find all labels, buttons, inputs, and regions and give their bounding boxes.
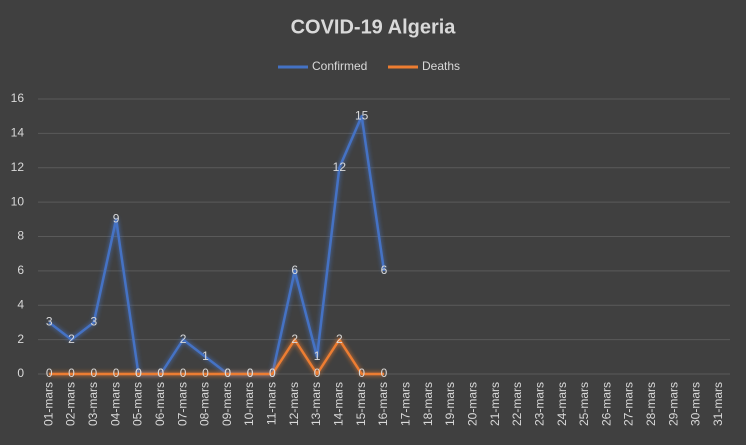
x-tick-label: 23-mars — [532, 382, 546, 426]
x-tick-label: 07-mars — [175, 382, 189, 426]
data-label: 15 — [355, 108, 369, 122]
x-tick-label: 18-mars — [421, 382, 435, 426]
data-label: 0 — [46, 366, 53, 380]
legend-label: Confirmed — [312, 59, 367, 73]
data-label: 0 — [269, 366, 276, 380]
x-tick-label: 26-mars — [599, 382, 613, 426]
y-tick-label: 14 — [11, 126, 25, 140]
data-label: 9 — [113, 211, 120, 225]
data-label: 0 — [314, 366, 321, 380]
data-label: 2 — [68, 332, 75, 346]
x-tick-label: 15-mars — [354, 382, 368, 426]
x-tick-label: 30-mars — [689, 382, 703, 426]
data-label: 0 — [358, 366, 365, 380]
x-tick-label: 19-mars — [443, 382, 457, 426]
data-label: 0 — [247, 366, 254, 380]
y-tick-label: 2 — [17, 332, 24, 346]
x-tick-label: 08-mars — [198, 382, 212, 426]
x-tick-label: 04-mars — [108, 382, 122, 426]
data-label: 3 — [90, 315, 97, 329]
y-tick-label: 6 — [17, 263, 24, 277]
x-tick-label: 14-mars — [332, 382, 346, 426]
data-label: 0 — [68, 366, 75, 380]
x-tick-label: 01-mars — [41, 382, 55, 426]
data-label: 6 — [381, 263, 388, 277]
x-tick-label: 20-mars — [465, 382, 479, 426]
x-tick-label: 24-mars — [555, 382, 569, 426]
x-tick-label: 17-mars — [398, 382, 412, 426]
data-label: 1 — [202, 349, 209, 363]
data-label: 12 — [333, 160, 347, 174]
y-tick-label: 10 — [11, 194, 25, 208]
chart-title: COVID-19 Algeria — [291, 16, 457, 38]
series-line — [48, 114, 386, 376]
y-tick-label: 0 — [17, 366, 24, 380]
data-label: 0 — [269, 366, 276, 380]
x-tick-label: 12-mars — [287, 382, 301, 426]
data-label: 0 — [157, 366, 164, 380]
legend-label: Deaths — [422, 59, 460, 73]
data-label: 0 — [157, 366, 164, 380]
data-label: 0 — [135, 366, 142, 380]
x-tick-label: 25-mars — [577, 382, 591, 426]
data-label: 6 — [291, 263, 298, 277]
data-label: 0 — [224, 366, 231, 380]
x-tick-label: 27-mars — [622, 382, 636, 426]
x-tick-label: 02-mars — [64, 382, 78, 426]
data-label: 0 — [381, 366, 388, 380]
x-tick-label: 11-mars — [265, 382, 279, 425]
data-label: 0 — [135, 366, 142, 380]
data-label: 0 — [90, 366, 97, 380]
x-tick-label: 03-mars — [86, 382, 100, 426]
data-label: 0 — [180, 366, 187, 380]
series-line — [49, 338, 384, 376]
x-tick-label: 21-mars — [488, 382, 502, 426]
data-label: 0 — [113, 366, 120, 380]
y-tick-label: 4 — [17, 297, 24, 311]
y-tick-label: 12 — [11, 160, 25, 174]
x-tick-label: 06-mars — [153, 382, 167, 426]
x-tick-label: 22-mars — [510, 382, 524, 426]
data-label: 2 — [291, 332, 298, 346]
x-tick-label: 29-mars — [666, 382, 680, 426]
y-tick-label: 8 — [17, 229, 24, 243]
data-label: 1 — [314, 349, 321, 363]
x-tick-label: 10-mars — [242, 382, 256, 426]
data-label: 0 — [247, 366, 254, 380]
data-label: 0 — [202, 366, 209, 380]
data-label: 2 — [336, 332, 343, 346]
x-tick-label: 13-mars — [309, 382, 323, 426]
data-label: 2 — [180, 332, 187, 346]
x-tick-label: 09-mars — [220, 382, 234, 426]
x-tick-label: 05-mars — [131, 382, 145, 426]
x-tick-label: 28-mars — [644, 382, 658, 426]
data-label: 3 — [46, 315, 53, 329]
data-label: 0 — [224, 366, 231, 380]
x-tick-label: 31-mars — [711, 382, 725, 426]
x-tick-label: 16-mars — [376, 382, 390, 426]
y-tick-label: 16 — [11, 91, 25, 105]
